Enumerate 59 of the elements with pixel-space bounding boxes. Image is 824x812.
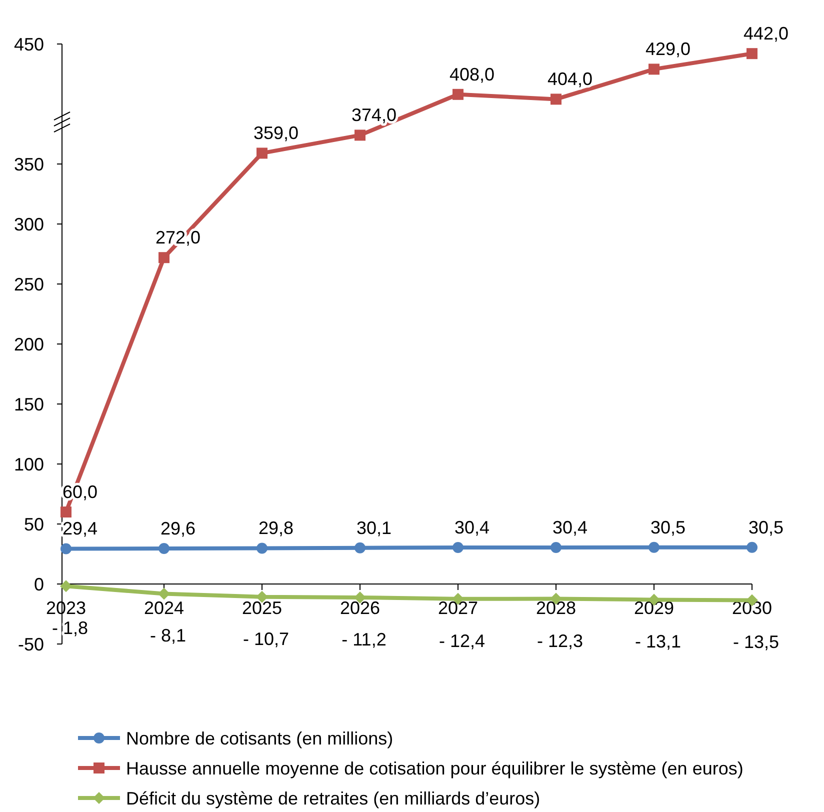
point [158,588,170,600]
y-tick-label: 150 [14,394,44,414]
data-label: - 12,3 [536,630,584,651]
data-label: 429,0 [645,39,691,60]
data-label: 29,8 [258,518,294,538]
x-tick-label: 2029 [634,598,674,618]
data-label: - 13,5 [732,632,780,652]
point [256,148,268,159]
point [60,543,72,554]
point [60,580,72,592]
x-tick-label: 2024 [144,598,184,618]
data-label: 29,4 [62,518,98,539]
x-tick-label: 2028 [536,598,576,618]
data-label: 30,5 [650,517,686,538]
x-tick-label: 2027 [438,598,478,618]
point [746,48,758,60]
x-tick-label: 2025 [242,598,282,618]
legend-label: Déficit du système de retraites (en milliards d’euros) [126,788,540,808]
data-label: 30,5 [748,517,784,538]
data-label: - 11,2 [342,629,386,650]
data-label: 30,4 [552,518,588,538]
point [746,542,758,553]
data-label: 30,1 [356,518,392,538]
point [550,94,562,105]
y-tick-label: -50 [18,634,44,654]
data-label: 359,0 [253,123,299,144]
y-tick-label: 100 [14,454,44,474]
legend-label: Nombre de cotisants (en millions) [126,728,394,748]
point [550,542,562,554]
y-tick-label: 350 [14,154,44,174]
data-label: - 8,1 [150,626,186,646]
y-tick-label: 450 [14,34,44,54]
data-label: 442,0 [743,24,789,44]
data-label: 30,4 [454,518,490,538]
y-tick-label: 50 [24,514,44,534]
point [60,506,72,518]
y-tick-label: 0 [34,574,44,594]
point [452,542,464,554]
y-tick-label: 250 [14,274,44,294]
data-label: - 13,1 [634,632,682,652]
data-label: - 10,7 [242,628,290,649]
data-label: - 1,8 [52,618,88,638]
data-label: 404,0 [547,69,593,90]
data-label: 29,6 [160,518,196,538]
point [648,542,660,553]
point [354,130,366,141]
point [648,64,660,75]
data-label: - 12,4 [438,630,486,651]
point [158,252,170,264]
point [158,542,170,554]
point [354,542,366,554]
x-tick-label: 2026 [340,598,380,618]
point [256,542,268,554]
point [452,88,464,100]
y-tick-label: 300 [14,214,44,234]
legend-label: Hausse annuelle moyenne de cotisation pour équilibrer le système (en euros) [126,758,744,778]
data-label: 408,0 [449,64,495,84]
data-label: 374,0 [351,105,397,126]
y-tick-label: 200 [14,334,44,354]
